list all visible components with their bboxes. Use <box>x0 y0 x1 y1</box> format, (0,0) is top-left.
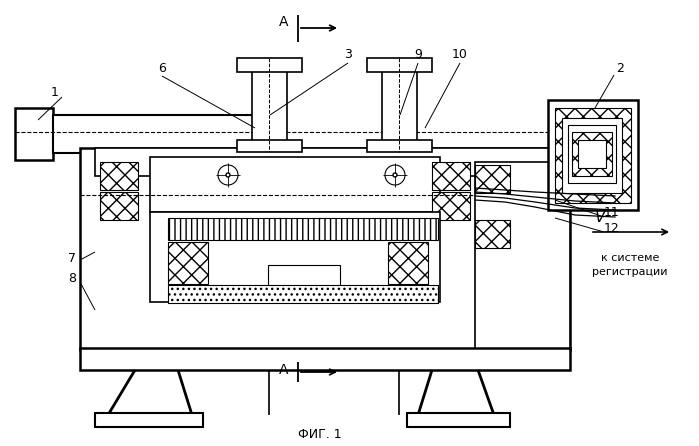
Bar <box>548 100 638 210</box>
Bar <box>578 140 606 168</box>
Text: 1: 1 <box>51 86 59 99</box>
Text: регистрации: регистрации <box>592 267 668 277</box>
Bar <box>237 140 302 152</box>
Bar <box>367 140 432 152</box>
Bar <box>252 65 287 150</box>
Bar <box>382 65 417 150</box>
Text: 8: 8 <box>68 272 76 285</box>
Text: 9: 9 <box>414 49 422 62</box>
Circle shape <box>393 173 397 177</box>
Bar <box>168 242 208 284</box>
Bar <box>475 220 510 248</box>
Bar <box>407 413 510 427</box>
Bar <box>367 58 432 72</box>
Text: 10: 10 <box>452 49 468 62</box>
Bar <box>53 115 253 153</box>
Bar <box>432 192 470 220</box>
Text: к системе: к системе <box>601 253 659 263</box>
Circle shape <box>226 173 230 177</box>
Bar <box>572 132 612 176</box>
Bar <box>568 125 616 183</box>
Text: ФИГ. 1: ФИГ. 1 <box>298 429 342 442</box>
Bar <box>237 58 302 72</box>
Bar <box>562 118 622 193</box>
Text: 6: 6 <box>158 62 166 74</box>
Text: 11: 11 <box>604 206 620 219</box>
Bar <box>168 218 438 240</box>
Bar <box>475 165 510 193</box>
Text: 3: 3 <box>344 49 352 62</box>
Text: А: А <box>279 363 289 377</box>
Bar <box>15 108 53 160</box>
Bar <box>555 108 631 203</box>
Bar <box>100 192 138 220</box>
Bar <box>150 212 440 302</box>
Bar <box>475 162 570 350</box>
Bar <box>432 162 470 190</box>
Bar <box>95 413 203 427</box>
Text: 2: 2 <box>616 62 624 74</box>
Bar <box>150 157 440 212</box>
Text: V: V <box>595 211 605 226</box>
Bar <box>95 148 555 176</box>
Bar <box>388 242 428 284</box>
Bar <box>80 348 570 370</box>
Bar <box>168 285 438 303</box>
Text: 12: 12 <box>604 222 620 235</box>
Bar <box>268 265 340 287</box>
Text: 7: 7 <box>68 252 76 264</box>
Text: А: А <box>279 15 289 29</box>
Bar <box>80 148 570 350</box>
Bar <box>100 162 138 190</box>
